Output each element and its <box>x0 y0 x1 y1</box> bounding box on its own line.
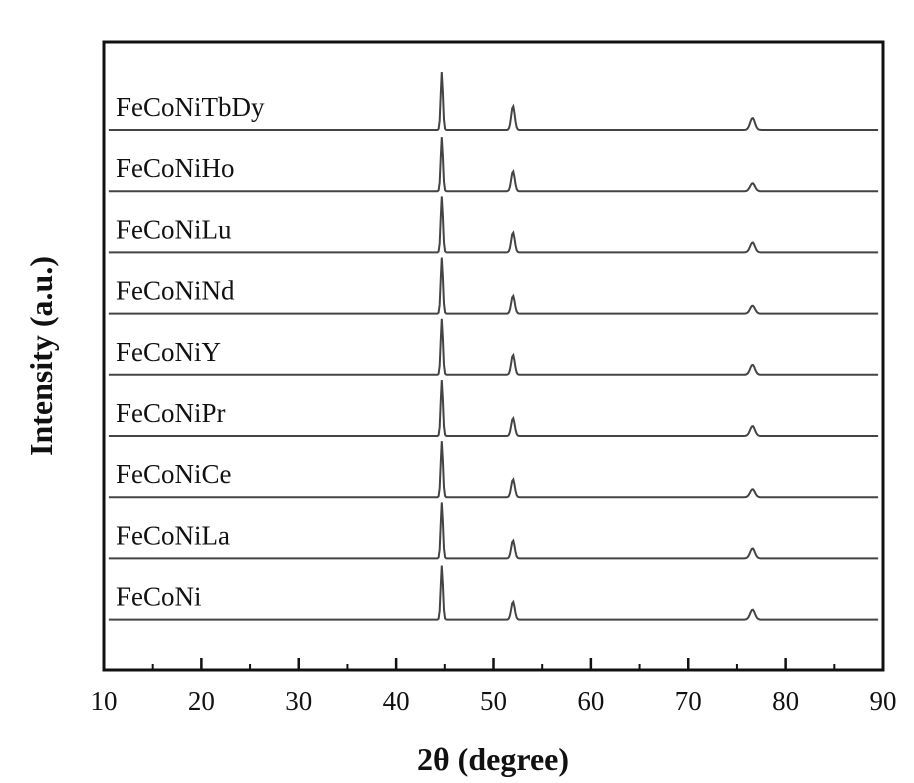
x-axis-title: 2θ (degree) <box>417 741 569 777</box>
x-tick-label: 60 <box>577 686 604 716</box>
series-label: FeCoNiLa <box>116 520 230 550</box>
series-label: FeCoNi <box>116 582 202 612</box>
series-label: FeCoNiHo <box>116 153 235 183</box>
series-labels: FeCoNiTbDy FeCoNiHo FeCoNiLu FeCoNiNd FeCoNi… <box>116 92 265 612</box>
x-tick-label: 30 <box>285 686 312 716</box>
trace-FeCoNi <box>109 566 878 620</box>
x-tick-label: 70 <box>675 686 702 716</box>
x-tick-label: 40 <box>383 686 410 716</box>
series-label: FeCoNiTbDy <box>116 92 265 122</box>
series-label: FeCoNiCe <box>116 459 232 489</box>
series-label: FeCoNiLu <box>116 214 232 244</box>
x-tick-label: 50 <box>480 686 507 716</box>
x-tick-label: 90 <box>870 686 897 716</box>
series-label: FeCoNiNd <box>116 276 235 306</box>
x-tick-label: 80 <box>772 686 799 716</box>
series-label: FeCoNiPr <box>116 398 226 428</box>
x-axis-ticks <box>104 658 883 670</box>
x-tick-label: 20 <box>188 686 215 716</box>
y-axis-title: Intensity (a.u.) <box>23 256 59 456</box>
trace-FeCoNiY <box>109 319 878 375</box>
x-axis-tick-labels: 10 20 30 40 50 60 70 80 90 <box>91 686 897 716</box>
x-tick-label: 10 <box>91 686 118 716</box>
series-label: FeCoNiY <box>116 337 221 367</box>
